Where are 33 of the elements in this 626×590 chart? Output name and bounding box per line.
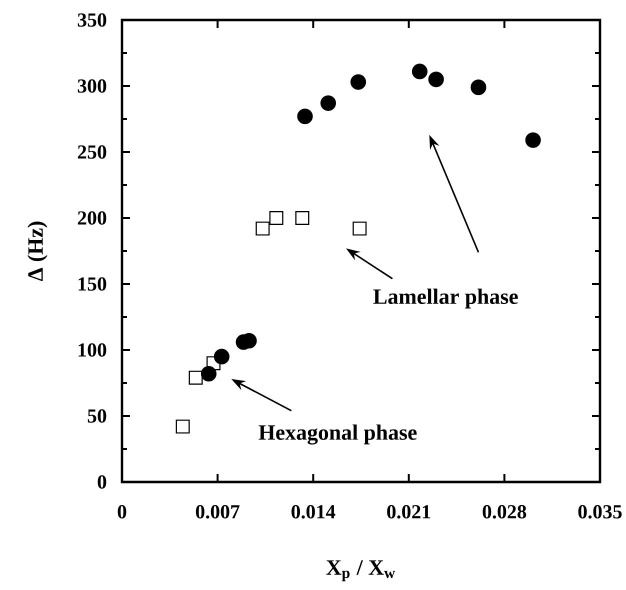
y-axis-title: Δ (Hz)	[28, 222, 48, 281]
point	[176, 420, 190, 434]
point	[412, 64, 428, 80]
y-tick-label: 300	[78, 79, 106, 93]
annotation: Hexagonal phase	[258, 424, 417, 445]
x-tick-label: 0.028	[482, 505, 526, 519]
x-tick-label: 0.035	[578, 505, 622, 519]
point	[352, 222, 367, 236]
y-tick-label: 100	[78, 343, 106, 357]
point	[428, 72, 444, 88]
x-axis-title: X$_{p}$ / X$_{w}$	[326, 560, 396, 582]
x-tick-label: 0	[118, 505, 126, 518]
y-tick-label: 50	[88, 409, 106, 423]
x-tick-label: 0.021	[387, 505, 430, 519]
point	[269, 211, 284, 226]
point	[525, 132, 541, 148]
point	[350, 74, 366, 90]
y-tick-label: 200	[78, 211, 106, 225]
y-tick-label: 0	[98, 475, 106, 489]
y-tick-label: 250	[78, 145, 106, 159]
point	[297, 108, 313, 124]
annotation: Lamellar phase	[373, 288, 518, 308]
x-tick-label: 0.007	[196, 505, 240, 519]
point	[200, 366, 217, 382]
point	[320, 95, 336, 111]
x-tick-label: 0.014	[292, 505, 336, 519]
point	[214, 348, 230, 364]
y-tick-label: 350	[78, 13, 106, 27]
point	[295, 211, 310, 226]
point	[188, 370, 203, 385]
y-tick-label: 150	[78, 277, 106, 291]
point	[470, 80, 486, 96]
point	[256, 222, 270, 236]
